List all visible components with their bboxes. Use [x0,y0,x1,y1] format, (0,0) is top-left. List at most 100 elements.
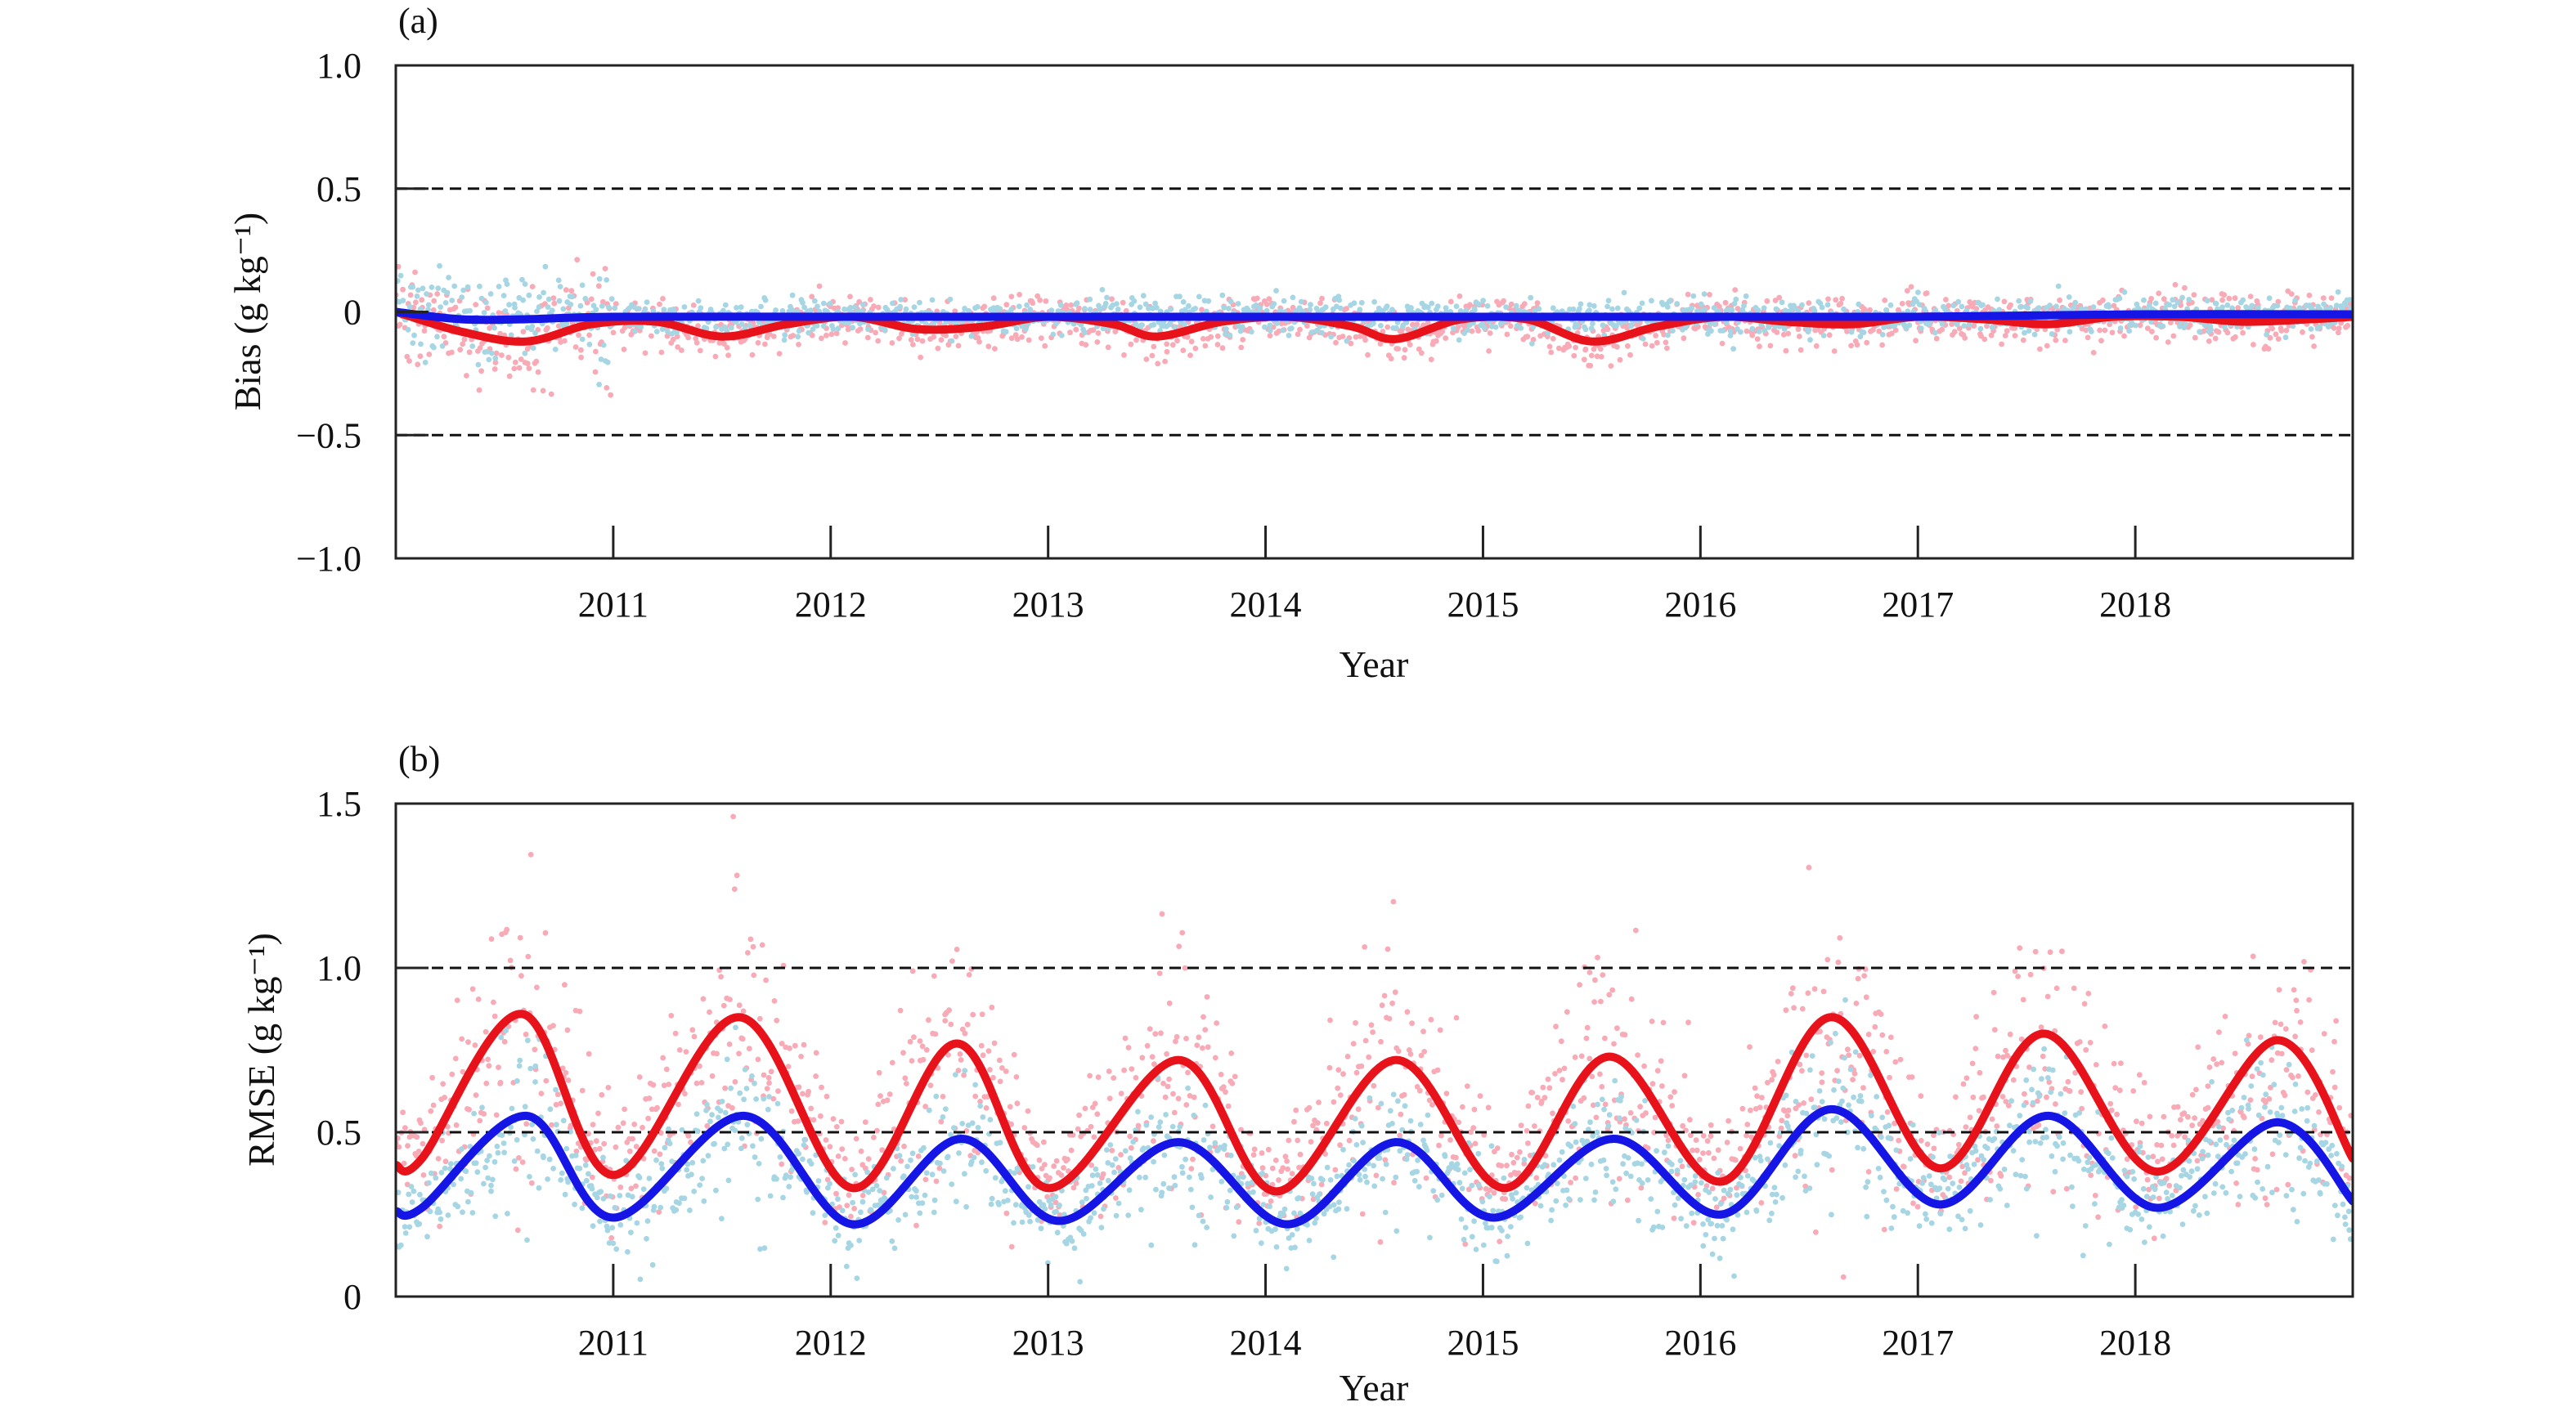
scatter-point [2170,1142,2177,1149]
scatter-point [1274,320,1280,326]
scatter-point [1624,1197,1631,1203]
scatter-point [2191,292,2197,298]
scatter-point [1282,1153,1289,1160]
scatter-point [966,972,972,978]
scatter-point [1070,1131,1076,1138]
scatter-point [596,275,603,282]
scatter-point [848,1243,854,1248]
scatter-point [1358,299,1365,306]
scatter-point [1272,1158,1279,1163]
scatter-point [2264,1202,2270,1207]
scatter-point [1205,1044,1211,1050]
scatter-point [438,1170,445,1176]
scatter-point [420,1172,427,1178]
scatter-point [1605,298,1612,304]
scatter-point [669,331,675,337]
scatter-point [1627,1110,1634,1116]
scatter-point [586,1171,591,1177]
scatter-point [405,1143,411,1149]
scatter-point [416,1221,423,1227]
scatter-point [1142,301,1149,307]
scatter-point [1428,356,1434,363]
scatter-point [1931,1145,1937,1152]
panel-a-y-ticks: 1.00.50−0.5−1.0 [296,46,429,579]
scatter-point [698,305,704,311]
scatter-point [1362,337,1368,343]
scatter-point [559,1065,566,1072]
scatter-point [1090,327,1097,334]
scatter-point [2201,322,2208,329]
scatter-point [2206,338,2212,344]
scatter-point [1931,1132,1936,1139]
scatter-point [1470,1125,1477,1131]
scatter-point [1236,1219,1242,1225]
scatter-point [446,275,451,280]
scatter-point [1437,1027,1443,1033]
scatter-point [847,304,854,311]
scatter-point [1008,1121,1014,1127]
scatter-point [917,1210,923,1216]
scatter-point [1068,1147,1075,1153]
scatter-point [648,1106,655,1113]
scatter-point [2149,329,2155,334]
scatter-point [946,1007,952,1014]
scatter-point [1202,343,1209,349]
scatter-point [477,345,483,351]
scatter-point [2264,331,2270,338]
scatter-point [733,1024,738,1031]
scatter-point [491,1013,498,1019]
scatter-point [2022,1091,2027,1097]
scatter-point [929,1171,936,1178]
scatter-point [922,1176,929,1183]
scatter-point [484,348,491,355]
scatter-point [1003,302,1010,308]
scatter-point [494,1143,500,1149]
scatter-point [1954,321,1960,328]
scatter-point [1939,326,1945,333]
scatter-point [535,369,541,375]
scatter-point [2316,1109,2322,1115]
scatter-point [1734,1185,1739,1191]
scatter-point [1589,1073,1595,1080]
scatter-point [1881,1226,1887,1233]
scatter-point [1791,1005,1797,1011]
scatter-point [400,286,406,293]
scatter-point [1156,970,1163,976]
scatter-point [1622,1116,1627,1122]
scatter-point [2282,1026,2289,1032]
scatter-point [1316,1100,1322,1105]
scatter-point [2214,1061,2220,1068]
scatter-point [2144,325,2151,331]
scatter-point [1884,1109,1891,1115]
scatter-point [757,1246,763,1252]
scatter-point [397,1242,404,1248]
scatter-point [2007,1031,2013,1037]
scatter-point [968,1158,975,1165]
scatter-point [493,350,500,356]
scatter-point [1289,325,1295,331]
scatter-point [1404,1009,1411,1015]
scatter-point [2090,350,2097,356]
scatter-point [442,1165,448,1171]
scatter-point [810,1210,816,1216]
scatter-point [839,1207,846,1214]
scatter-point [958,1057,964,1063]
scatter-point [1186,302,1192,309]
scatter-point [1371,1082,1377,1089]
scatter-point [738,1135,745,1141]
scatter-point [2232,295,2238,302]
scatter-point [2291,987,2297,993]
scatter-point [1591,346,1597,352]
scatter-point [1663,1132,1670,1139]
scatter-point [1698,301,1704,307]
scatter-point [1184,334,1191,340]
scatter-point [2347,301,2353,307]
scatter-point [1003,1068,1009,1074]
scatter-point [819,335,824,342]
scatter-point [955,1068,962,1073]
scatter-point [410,340,416,346]
scatter-point [1429,1102,1435,1108]
scatter-point [909,968,916,974]
scatter-point [1689,305,1695,311]
